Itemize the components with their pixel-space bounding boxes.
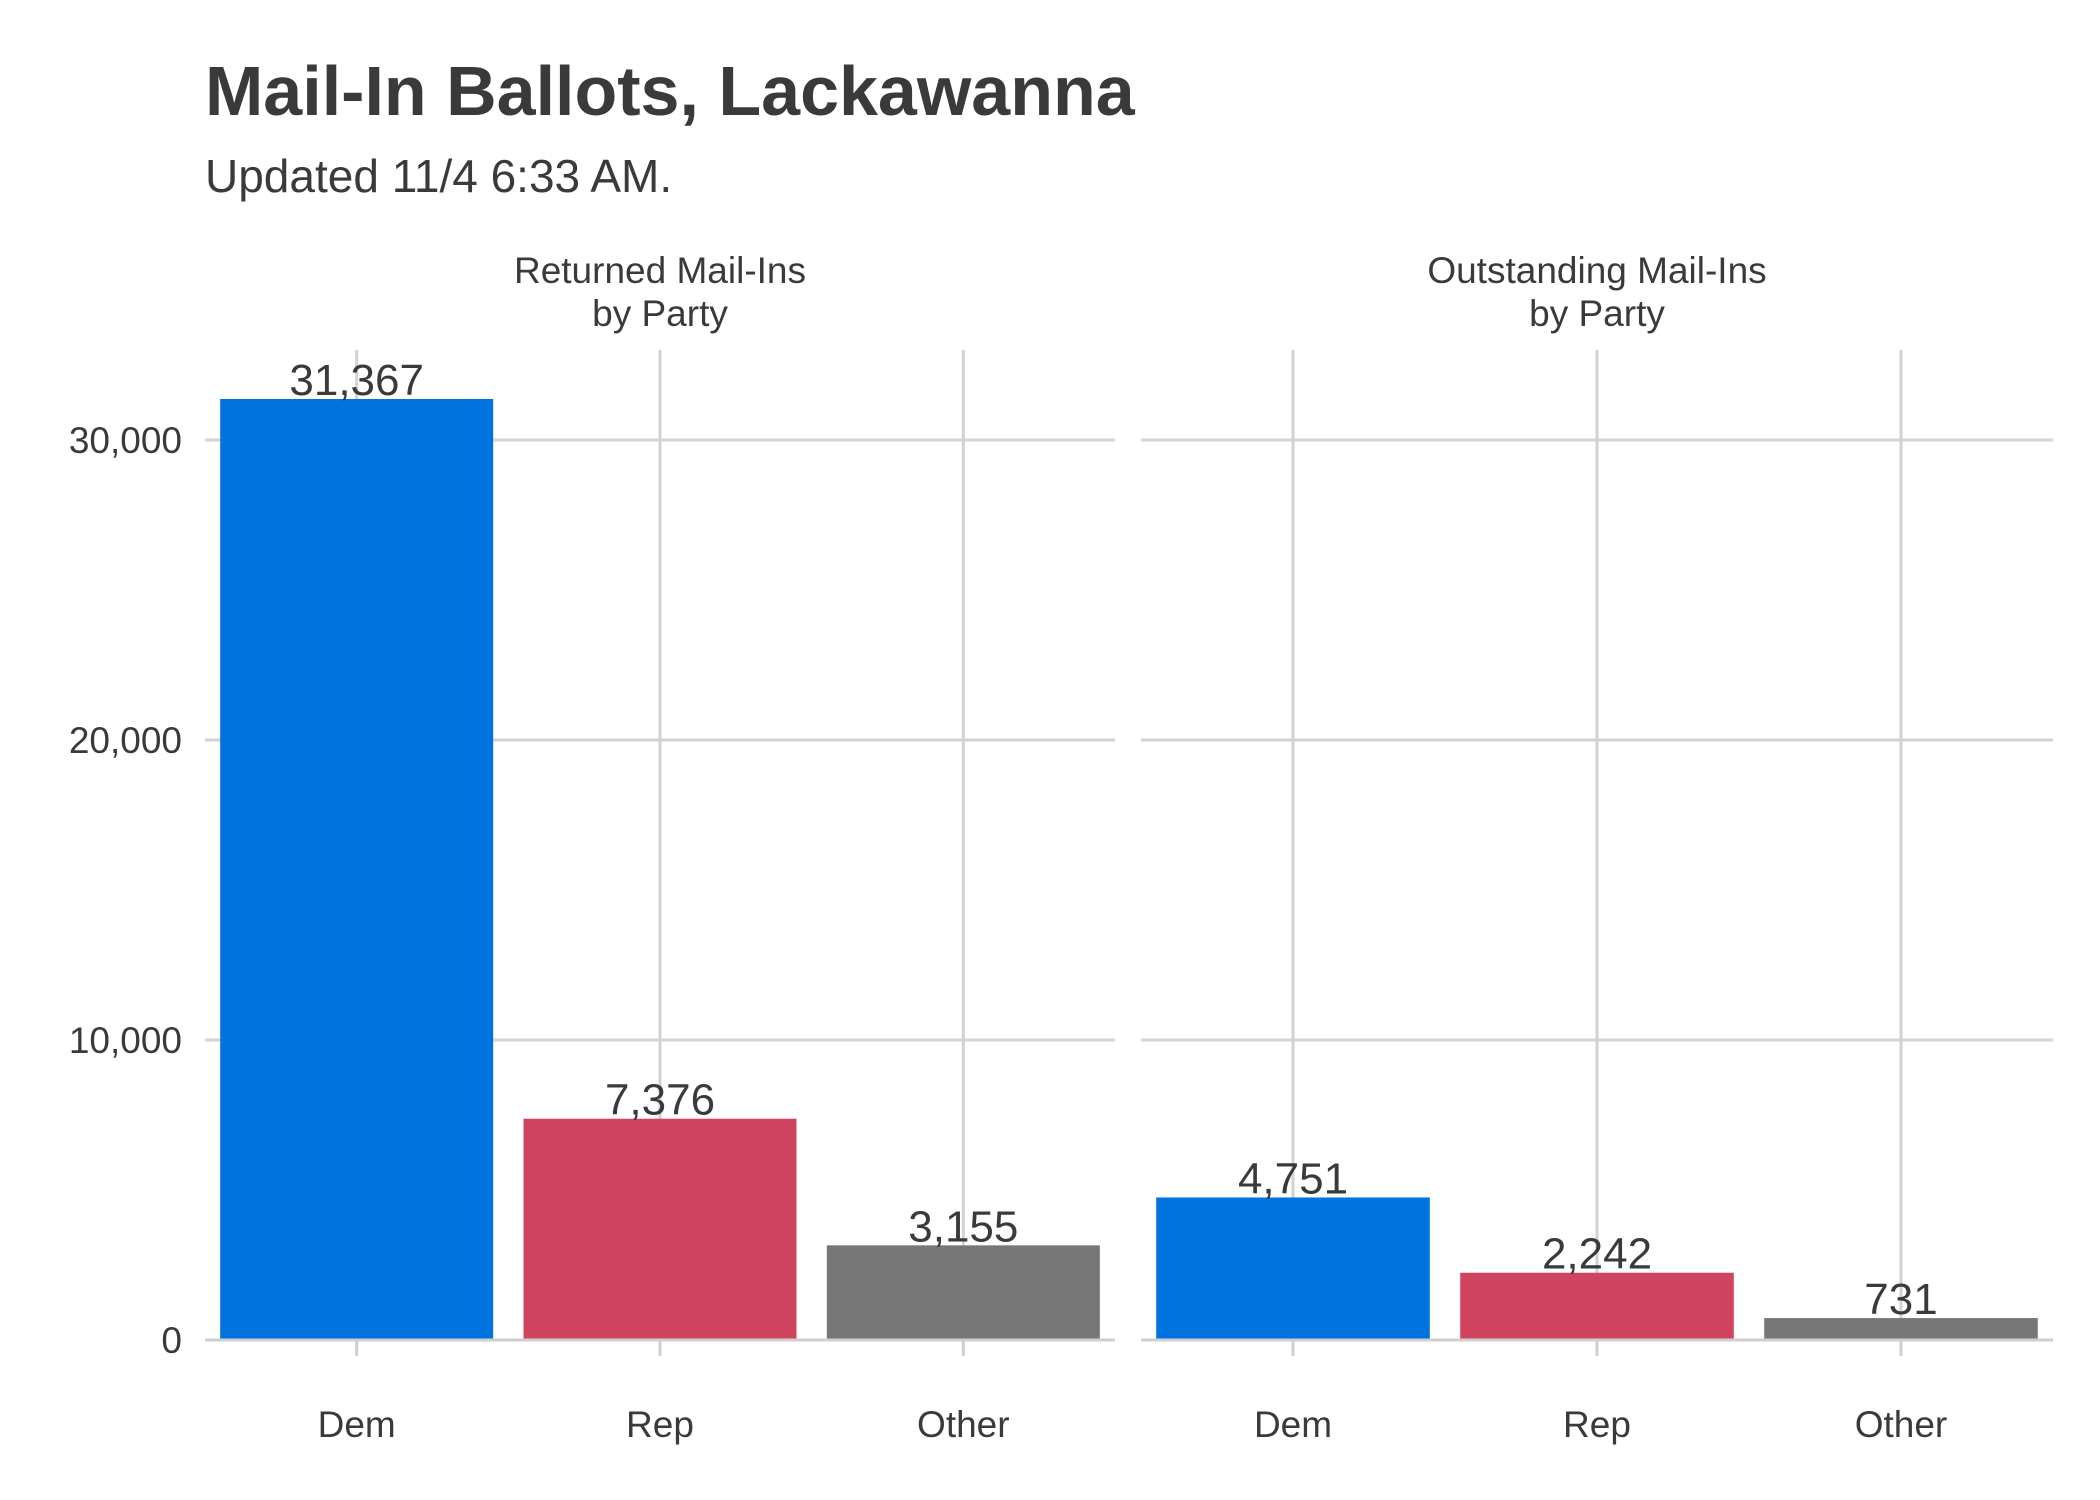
facet-title-line1: Returned Mail-Ins — [514, 250, 806, 291]
y-tick-label: 30,000 — [69, 420, 182, 461]
x-tick-label: Rep — [626, 1404, 694, 1445]
x-tick-label: Other — [917, 1404, 1010, 1445]
data-label: 7,376 — [605, 1076, 715, 1125]
facet-title-line2: by Party — [1529, 293, 1665, 334]
x-tick-label: Dem — [318, 1404, 396, 1445]
data-label: 3,155 — [908, 1202, 1018, 1251]
bar-other — [827, 1245, 1100, 1340]
facet-title-line1: Outstanding Mail-Ins — [1427, 250, 1766, 291]
x-tick-label: Dem — [1254, 1404, 1332, 1445]
data-label: 2,242 — [1542, 1230, 1652, 1279]
facet-title-line2: by Party — [592, 293, 728, 334]
data-label: 4,751 — [1238, 1154, 1348, 1203]
y-tick-label: 0 — [161, 1320, 182, 1361]
chart-title: Mail-In Ballots, Lackawanna — [205, 52, 1136, 130]
x-tick-label: Other — [1855, 1404, 1948, 1445]
data-label: 731 — [1864, 1275, 1937, 1324]
bar-rep — [524, 1119, 797, 1340]
y-tick-label: 10,000 — [69, 1020, 182, 1061]
bar-dem — [220, 399, 493, 1340]
x-tick-label: Rep — [1563, 1404, 1631, 1445]
data-label: 31,367 — [289, 356, 424, 405]
bar-rep — [1460, 1273, 1734, 1340]
bar-dem — [1156, 1197, 1430, 1340]
y-tick-label: 20,000 — [69, 720, 182, 761]
chart-subtitle: Updated 11/4 6:33 AM. — [205, 150, 672, 202]
